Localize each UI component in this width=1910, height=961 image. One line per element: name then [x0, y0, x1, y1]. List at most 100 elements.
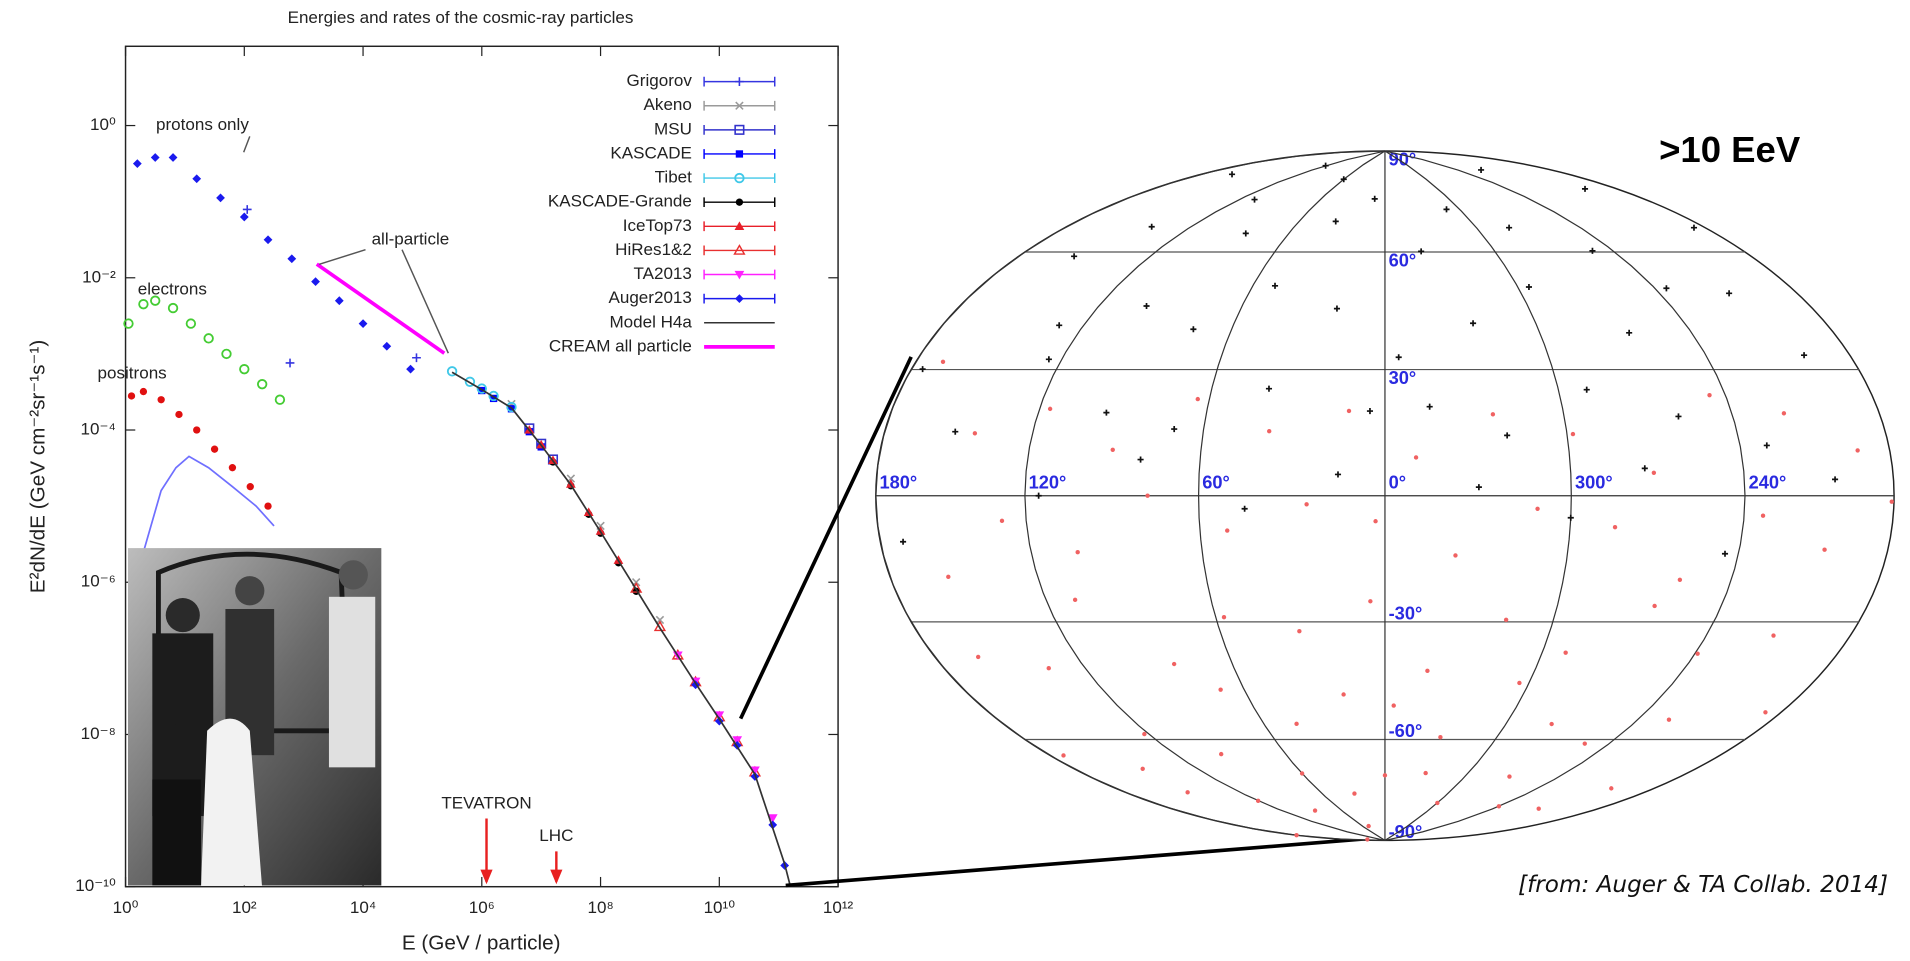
- event: [1251, 196, 1258, 203]
- event: [1366, 408, 1374, 415]
- event: [975, 654, 981, 660]
- caption: [from: Auger & TA Collab. 2014]: [1518, 872, 1888, 898]
- event: [999, 518, 1005, 524]
- event: [1185, 790, 1190, 795]
- event: [1663, 285, 1670, 292]
- accelerator-label: TEVATRON: [441, 793, 531, 812]
- event: [1490, 412, 1496, 417]
- legend-label: Grigorov: [627, 71, 693, 90]
- legend-label: HiRes1&2: [615, 240, 692, 259]
- marker: [767, 814, 778, 823]
- y-tick-label: 10⁻²: [82, 267, 116, 286]
- event: [1075, 550, 1080, 555]
- event: [1373, 519, 1378, 524]
- legend-label: TA2013: [633, 264, 691, 283]
- event: [1536, 806, 1541, 811]
- legend-caps: [703, 245, 776, 256]
- marker: [239, 212, 249, 222]
- event: [1478, 166, 1485, 173]
- event: [1525, 283, 1532, 291]
- event: [1322, 162, 1329, 169]
- event: [1507, 774, 1512, 779]
- event: [1832, 476, 1839, 483]
- marker: [168, 153, 178, 162]
- event: [1517, 680, 1522, 686]
- y-tick-label: 10⁻⁶: [81, 572, 116, 591]
- legend-marker: [734, 124, 745, 135]
- y-tick-label: 10⁻⁴: [81, 420, 116, 439]
- event: [1418, 248, 1425, 255]
- event: [1535, 506, 1540, 511]
- y-tick-label: 10⁻⁸: [81, 724, 116, 743]
- event: [1475, 484, 1482, 491]
- legend-marker: [734, 270, 745, 280]
- event: [1255, 798, 1261, 804]
- marker: [221, 348, 232, 360]
- marker: [476, 383, 487, 394]
- annotation: positrons: [98, 363, 167, 382]
- marker: [506, 401, 517, 413]
- event: [1426, 403, 1433, 410]
- marker: [192, 174, 202, 184]
- event: [1760, 513, 1766, 518]
- event: [1652, 603, 1657, 609]
- event: [1137, 456, 1144, 463]
- event: [940, 359, 946, 364]
- legend-caps: [703, 149, 776, 159]
- event: [1453, 553, 1458, 558]
- lat-label: -90°: [1389, 821, 1423, 842]
- marker: [132, 159, 142, 169]
- event: [1563, 650, 1568, 655]
- event: [1035, 492, 1042, 499]
- event: [1218, 687, 1223, 692]
- marker: [150, 153, 160, 162]
- event: [1889, 499, 1894, 504]
- lat-label: 90°: [1389, 149, 1417, 170]
- event: [1148, 223, 1155, 230]
- event: [1443, 206, 1450, 213]
- event: [1225, 528, 1230, 533]
- legend-marker: [735, 198, 744, 206]
- event: [1171, 661, 1177, 667]
- lat-label: -30°: [1389, 602, 1423, 623]
- event: [1612, 524, 1618, 530]
- annotation-arrow: [401, 249, 449, 354]
- event: [1567, 514, 1574, 521]
- map-title: >10 EeV: [1659, 129, 1801, 170]
- event: [972, 431, 978, 436]
- event: [1271, 282, 1279, 289]
- legend-marker: [733, 244, 746, 255]
- accelerator-label: LHC: [539, 826, 573, 845]
- event: [1368, 599, 1373, 604]
- photo: [127, 548, 382, 886]
- event: [952, 428, 959, 435]
- marker: [285, 358, 295, 368]
- event: [1371, 195, 1378, 202]
- event: [1609, 786, 1614, 791]
- event: [1470, 320, 1477, 327]
- annotation-arrow: [243, 136, 251, 153]
- event: [1241, 505, 1248, 512]
- legend-caps: [703, 221, 776, 232]
- event: [1221, 614, 1227, 620]
- event: [1110, 447, 1115, 452]
- event: [1425, 668, 1430, 674]
- marker: [239, 363, 250, 375]
- lon-label: 60°: [1202, 471, 1230, 492]
- legend-marker: [734, 172, 745, 184]
- event: [1267, 429, 1272, 434]
- legend-label: Akeno: [644, 95, 692, 114]
- event: [946, 574, 951, 580]
- event: [1242, 230, 1249, 237]
- marker: [256, 379, 268, 390]
- x-tick-label: 10²: [232, 898, 257, 917]
- marker: [210, 445, 219, 453]
- marker: [358, 319, 368, 328]
- event: [1333, 305, 1340, 312]
- x-tick-label: 10¹²: [823, 898, 854, 917]
- marker: [714, 711, 725, 720]
- event: [1171, 426, 1178, 433]
- event: [1346, 408, 1352, 414]
- event: [1195, 396, 1200, 402]
